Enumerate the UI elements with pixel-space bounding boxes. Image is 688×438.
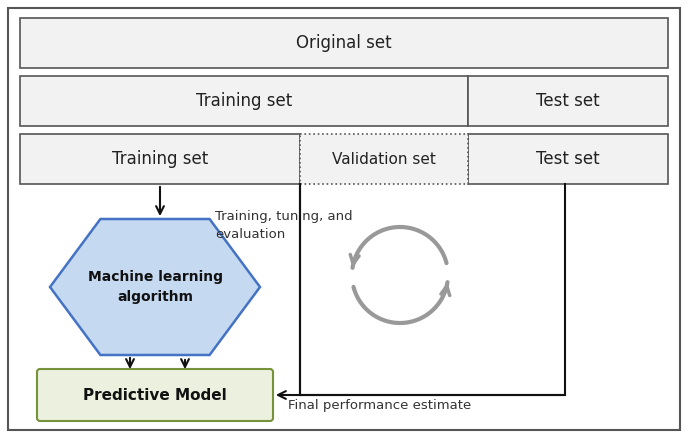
Text: Test set: Test set [536,92,600,110]
Text: Final performance estimate: Final performance estimate [288,399,471,411]
FancyBboxPatch shape [300,134,468,184]
FancyBboxPatch shape [20,134,300,184]
Text: Validation set: Validation set [332,152,436,166]
Text: Original set: Original set [297,34,391,52]
FancyBboxPatch shape [8,8,680,430]
FancyBboxPatch shape [468,134,668,184]
FancyBboxPatch shape [20,18,668,68]
Text: Training set: Training set [112,150,208,168]
Text: Training set: Training set [196,92,292,110]
Text: Training, tuning, and
evaluation: Training, tuning, and evaluation [215,210,353,241]
Text: Predictive Model: Predictive Model [83,388,227,403]
Text: Machine learning
algorithm: Machine learning algorithm [87,270,222,304]
FancyBboxPatch shape [468,76,668,126]
FancyBboxPatch shape [20,76,468,126]
Polygon shape [50,219,260,355]
FancyBboxPatch shape [37,369,273,421]
Text: Test set: Test set [536,150,600,168]
